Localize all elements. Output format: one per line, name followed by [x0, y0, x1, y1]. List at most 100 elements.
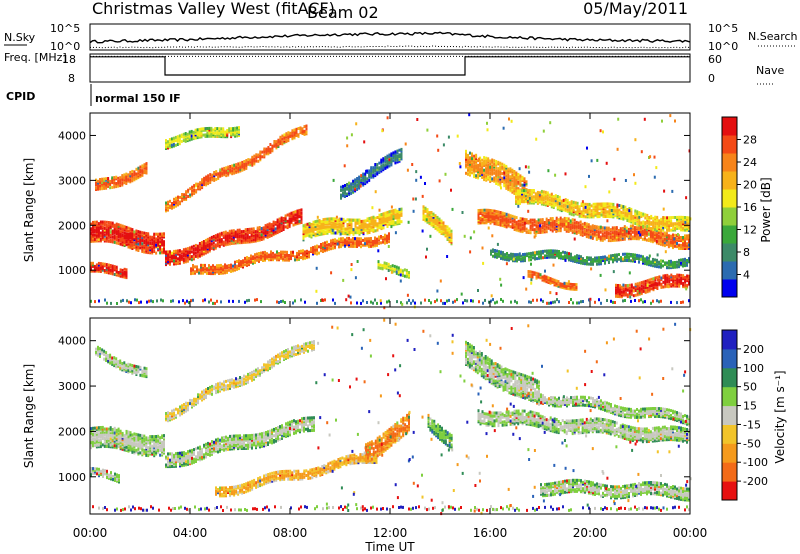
- data-cell: [97, 222, 100, 226]
- data-cell: [196, 133, 199, 136]
- data-cell: [109, 238, 112, 242]
- data-cell: [185, 193, 188, 197]
- data-cell: [626, 217, 629, 221]
- data-cell: [344, 190, 346, 194]
- data-cell: [186, 250, 189, 254]
- data-cell: [342, 184, 344, 188]
- data-cell: [125, 174, 128, 178]
- data-cell: [491, 179, 494, 182]
- data-cell: [238, 264, 240, 267]
- noise-panel: N.Sky 10^5 10^0 10^5 10^0 N.Search: [4, 22, 798, 53]
- data-cell: [203, 180, 206, 183]
- data-cell: [496, 252, 498, 256]
- data-cell: [598, 212, 601, 215]
- data-cell: [676, 260, 678, 264]
- data-cell: [491, 160, 494, 164]
- data-cell: [467, 158, 469, 162]
- data-cell: [527, 221, 530, 225]
- data-cell: [479, 162, 482, 166]
- data-cell: [194, 254, 197, 258]
- data-cell: [123, 239, 126, 243]
- data-cell: [285, 133, 288, 137]
- data-cell: [650, 227, 653, 231]
- data-cell: [310, 233, 313, 237]
- data-cell: [509, 181, 512, 185]
- data-cell: [491, 215, 494, 219]
- data-cell: [473, 170, 476, 174]
- data-cell: [483, 173, 486, 177]
- data-cell: [362, 175, 365, 179]
- data-cell: [658, 228, 661, 232]
- data-cell: [209, 176, 212, 180]
- data-cell: [133, 178, 136, 182]
- data-cell: [499, 172, 502, 176]
- data-cell: [344, 187, 346, 191]
- data-cell: [308, 228, 311, 232]
- data-cell: [105, 269, 108, 273]
- data-cell: [639, 235, 642, 239]
- data-cell: [485, 215, 488, 218]
- data-cell: [579, 220, 582, 224]
- data-cell: [390, 157, 393, 161]
- data-cell: [509, 179, 512, 183]
- data-cell: [303, 125, 306, 129]
- data-cell: [342, 243, 344, 247]
- data-cell: [117, 234, 120, 238]
- data-cell: [212, 267, 214, 271]
- data-cell: [211, 178, 214, 182]
- data-cell: [489, 168, 492, 172]
- data-cell: [180, 139, 183, 143]
- data-cell: [248, 261, 250, 265]
- data-cell: [519, 180, 522, 184]
- data-cell: [129, 243, 132, 247]
- data-cell: [314, 226, 317, 230]
- data-cell: [576, 212, 579, 216]
- data-cell: [521, 192, 523, 196]
- data-cell: [376, 243, 378, 247]
- data-cell: [232, 131, 235, 135]
- data-cell: [531, 223, 534, 227]
- data-cell: [90, 233, 92, 237]
- data-cell: [499, 168, 502, 171]
- data-cell: [580, 258, 582, 262]
- data-cell: [513, 173, 516, 177]
- data-cell: [469, 151, 471, 155]
- data-cell: [212, 272, 214, 276]
- data-cell: [165, 250, 167, 254]
- data-cell: [653, 233, 656, 236]
- data-cell: [177, 203, 179, 207]
- data-cell: [322, 232, 325, 236]
- data-cell: [251, 163, 254, 167]
- data-cell: [250, 256, 252, 260]
- data-cell: [340, 230, 343, 234]
- data-cell: [670, 216, 673, 220]
- data-cell: [654, 222, 657, 225]
- data-cell: [237, 162, 240, 166]
- data-cell: [200, 245, 203, 249]
- data-cell: [121, 183, 124, 187]
- data-cell: [214, 235, 217, 239]
- data-cell: [386, 165, 389, 169]
- data-cell: [505, 214, 508, 218]
- data-cell: [612, 254, 614, 257]
- data-cell: [634, 215, 637, 219]
- data-cell: [300, 251, 302, 255]
- data-cell: [113, 234, 116, 238]
- data-cell: [169, 199, 171, 203]
- data-cell: [198, 127, 201, 131]
- data-cell: [581, 230, 584, 234]
- data-cell: [161, 243, 164, 247]
- data-cell: [264, 250, 266, 254]
- data-cell: [298, 208, 301, 212]
- data-cell: [131, 173, 134, 176]
- data-cell: [390, 211, 393, 215]
- data-cell: [161, 249, 164, 253]
- data-cell: [663, 242, 666, 246]
- data-cell: [513, 184, 516, 188]
- data-cell: [507, 172, 510, 176]
- data-cell: [620, 259, 622, 263]
- data-cell: [226, 129, 229, 132]
- data-cell: [471, 160, 473, 164]
- data-cell: [139, 173, 142, 177]
- data-cell: [107, 232, 110, 235]
